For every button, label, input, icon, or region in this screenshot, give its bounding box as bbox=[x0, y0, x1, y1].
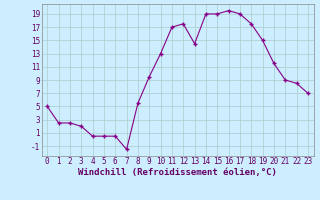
X-axis label: Windchill (Refroidissement éolien,°C): Windchill (Refroidissement éolien,°C) bbox=[78, 168, 277, 177]
